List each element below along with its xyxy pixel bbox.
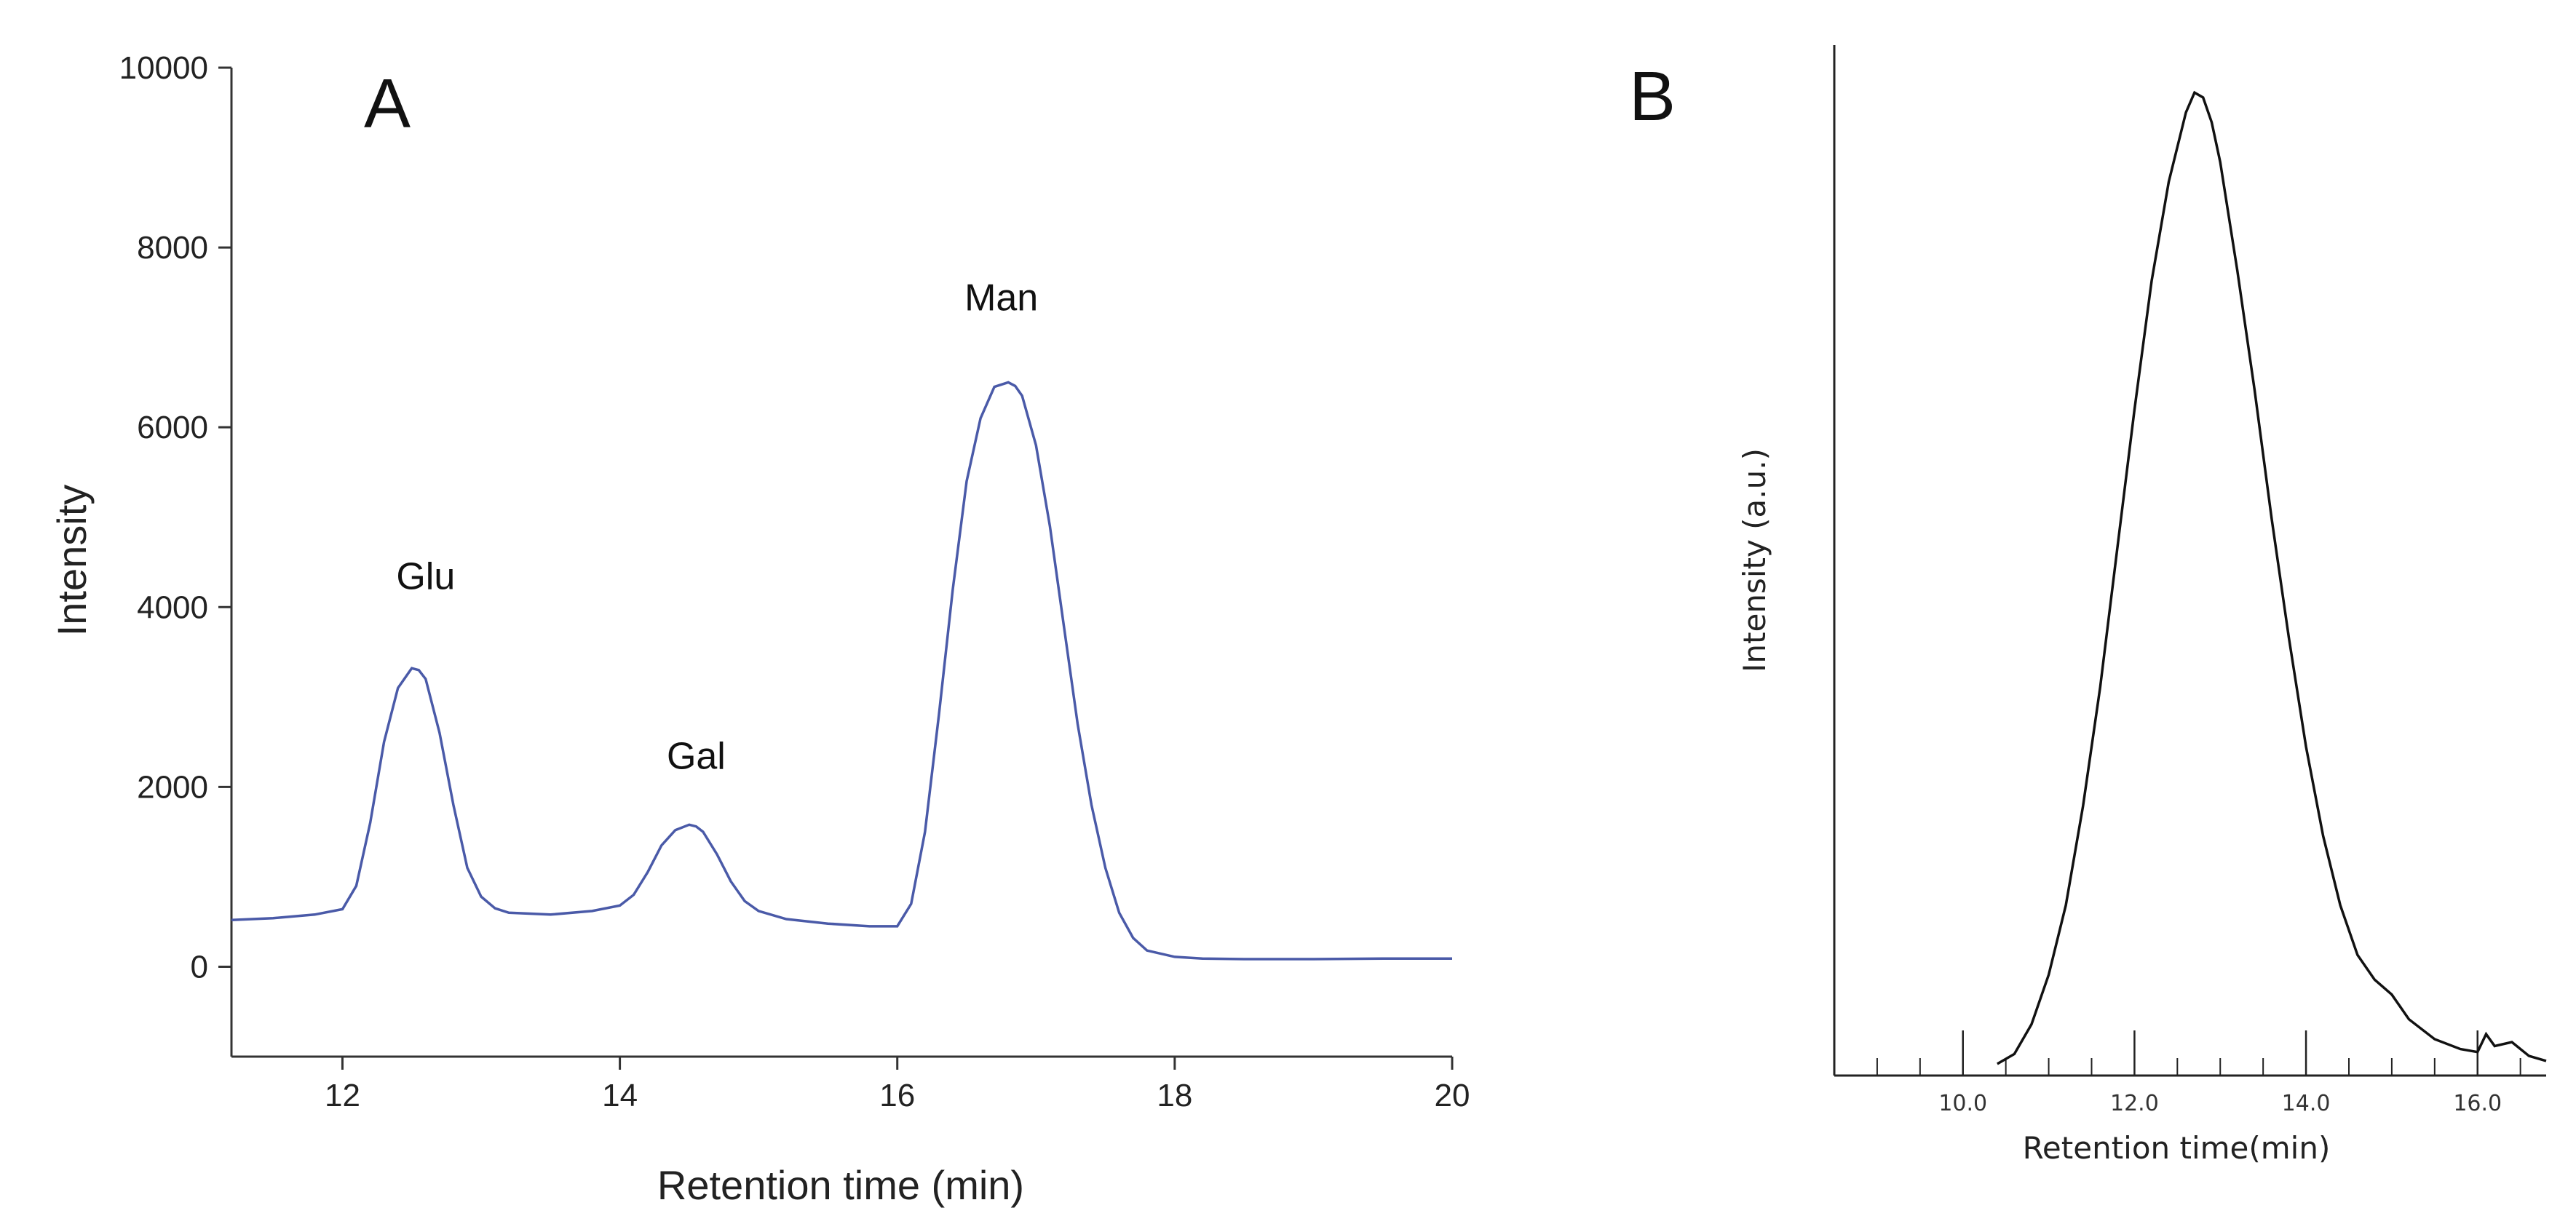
panel-b-trace	[1997, 90, 2547, 1065]
x-tick-label: 20	[1435, 1078, 1470, 1113]
panel-a-y-axis-title: Intensity	[49, 485, 95, 637]
x-tick-label: 18	[1157, 1078, 1192, 1113]
x-tick-label: 14.0	[2282, 1091, 2331, 1116]
y-tick-label: 10000	[119, 50, 208, 86]
x-tick-label: 10.0	[1938, 1091, 1987, 1116]
panel-b: B 10.0 12.0 14.0 16.0 Retention time(min) I…	[1629, 45, 2547, 1166]
panel-a-x-axis-title: Retention time (min)	[657, 1162, 1024, 1208]
panel-a-peak-labels: Glu Gal Man	[396, 277, 1038, 778]
panel-b-x-axis-title: Retention time(min)	[2023, 1130, 2331, 1166]
x-tick-label: 16.0	[2453, 1091, 2502, 1116]
y-tick-label: 8000	[137, 230, 208, 266]
peak-label-gal: Gal	[667, 736, 726, 778]
x-tick-label: 14	[602, 1078, 638, 1113]
panel-a-y-ticks: 0 2000 4000 6000 8000 10000	[119, 50, 231, 985]
y-tick-label: 2000	[137, 769, 208, 805]
panel-a-letter: A	[364, 65, 411, 143]
peak-label-glu: Glu	[396, 556, 455, 598]
y-tick-label: 6000	[137, 410, 208, 445]
panel-b-x-ticks: 10.0 12.0 14.0 16.0	[1876, 1030, 2521, 1116]
y-tick-label: 4000	[137, 589, 208, 625]
panel-b-letter: B	[1629, 57, 1676, 135]
x-tick-label: 16	[879, 1078, 915, 1113]
x-tick-label: 12	[325, 1078, 360, 1113]
panel-a-trace	[231, 381, 1452, 961]
peak-label-man: Man	[964, 277, 1038, 319]
x-tick-label: 12.0	[2110, 1091, 2159, 1116]
y-tick-label: 0	[191, 949, 208, 985]
panel-a-x-ticks: 12 14 16 18 20	[325, 1057, 1470, 1113]
panel-b-y-axis-title: Intensity (a.u.)	[1737, 448, 1772, 672]
